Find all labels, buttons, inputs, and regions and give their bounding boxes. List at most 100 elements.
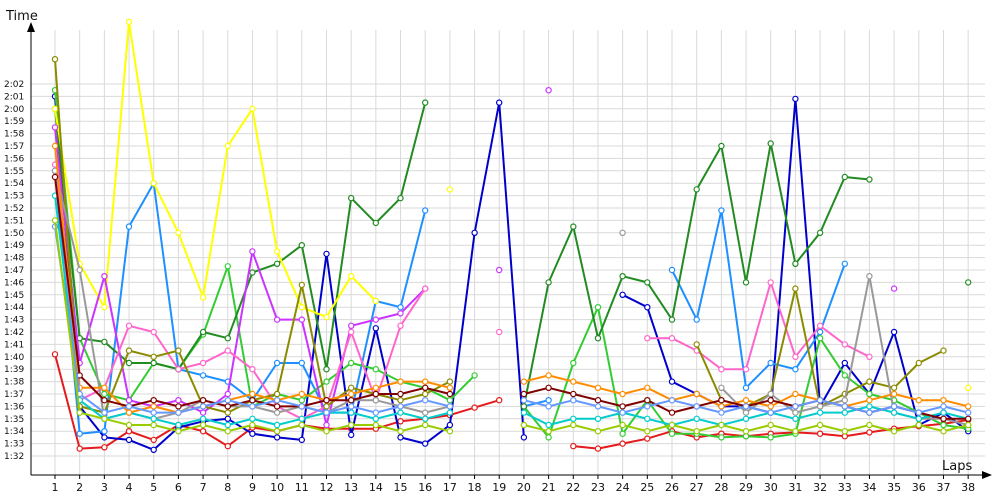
data-point xyxy=(150,421,157,429)
series-2 xyxy=(51,93,972,453)
data-point xyxy=(841,341,849,348)
series-line xyxy=(54,127,426,426)
data-point xyxy=(644,435,651,442)
data-point xyxy=(348,403,355,410)
data-point xyxy=(348,409,355,416)
data-point xyxy=(841,173,849,181)
data-point xyxy=(422,390,429,398)
x-tick-label: 17 xyxy=(443,481,457,494)
data-point xyxy=(545,372,552,379)
data-point xyxy=(619,390,626,398)
data-point xyxy=(422,285,429,292)
data-point xyxy=(570,390,577,398)
data-point xyxy=(446,378,454,385)
x-tick-label: 33 xyxy=(838,481,852,494)
data-point xyxy=(644,384,651,391)
data-point xyxy=(125,403,133,410)
data-point xyxy=(199,421,207,429)
axes: 1 2 3 4 5 6 7 8 9 10 11 12 13 14 15 16 17 18 19 20 21 22 23 24 2… xyxy=(4,22,992,494)
data-point xyxy=(619,291,626,298)
data-point xyxy=(101,384,108,391)
data-point xyxy=(742,366,750,373)
data-point xyxy=(298,436,305,444)
data-point xyxy=(594,428,602,435)
series-8 xyxy=(51,161,873,422)
y-tick-label: 1:33 xyxy=(4,440,24,450)
data-point xyxy=(101,428,108,435)
data-point xyxy=(570,397,577,404)
data-point xyxy=(644,279,651,286)
data-point xyxy=(594,384,602,391)
data-point xyxy=(693,403,700,410)
data-point xyxy=(76,445,83,452)
data-point xyxy=(199,409,207,416)
data-point xyxy=(644,428,651,435)
data-point xyxy=(644,415,651,422)
data-point xyxy=(594,403,602,410)
data-point xyxy=(298,403,305,410)
data-point xyxy=(348,384,355,391)
data-point xyxy=(51,173,59,181)
data-point xyxy=(446,186,454,193)
data-point xyxy=(199,428,207,435)
data-point xyxy=(446,384,454,391)
data-point xyxy=(224,397,231,404)
x-tick-label: 38 xyxy=(961,481,975,494)
data-point xyxy=(323,428,330,435)
data-point xyxy=(841,260,849,267)
data-point xyxy=(125,322,133,329)
data-point xyxy=(273,316,281,323)
data-point xyxy=(767,359,774,367)
data-point xyxy=(348,273,355,280)
data-point xyxy=(199,294,207,301)
data-point xyxy=(323,378,330,385)
series-line xyxy=(54,21,377,319)
data-point xyxy=(718,403,725,410)
data-point xyxy=(915,421,923,429)
data-point xyxy=(816,328,824,336)
data-point xyxy=(273,409,281,416)
y-tick-label: 2:02 xyxy=(4,80,24,90)
data-point xyxy=(175,421,182,429)
data-point xyxy=(150,446,157,453)
data-point xyxy=(125,397,133,404)
data-point xyxy=(175,409,182,416)
data-point xyxy=(397,409,404,416)
data-point xyxy=(249,430,256,437)
data-point xyxy=(718,366,725,373)
data-point xyxy=(471,372,478,379)
data-point xyxy=(76,409,83,416)
data-point xyxy=(446,397,454,404)
data-point xyxy=(199,397,207,404)
x-tick-label: 25 xyxy=(640,481,654,494)
data-point xyxy=(816,409,824,416)
data-point xyxy=(545,403,552,410)
x-tick-label: 18 xyxy=(468,481,482,494)
data-point xyxy=(348,397,355,404)
data-point xyxy=(792,403,799,410)
data-point xyxy=(545,421,552,429)
data-point xyxy=(397,403,404,410)
y-tick-label: 1:34 xyxy=(4,427,24,437)
x-tick-label: 26 xyxy=(665,481,679,494)
data-point xyxy=(619,440,626,447)
data-point xyxy=(792,366,799,373)
x-tick-label: 7 xyxy=(200,481,207,494)
data-point xyxy=(619,430,626,437)
data-point xyxy=(224,421,231,429)
data-point xyxy=(397,397,404,404)
data-point xyxy=(890,428,898,435)
data-point xyxy=(224,403,231,410)
data-point xyxy=(940,347,947,354)
y-tick-label: 1:44 xyxy=(4,303,24,313)
data-point xyxy=(570,378,577,385)
x-tick-label: 30 xyxy=(764,481,778,494)
data-point xyxy=(298,241,305,249)
data-point xyxy=(249,415,256,422)
data-point xyxy=(520,403,528,410)
x-tick-label: 11 xyxy=(295,481,309,494)
data-point xyxy=(816,335,824,342)
data-point xyxy=(51,142,59,150)
series-layer xyxy=(51,18,972,453)
y-tick-label: 1:41 xyxy=(4,340,24,350)
